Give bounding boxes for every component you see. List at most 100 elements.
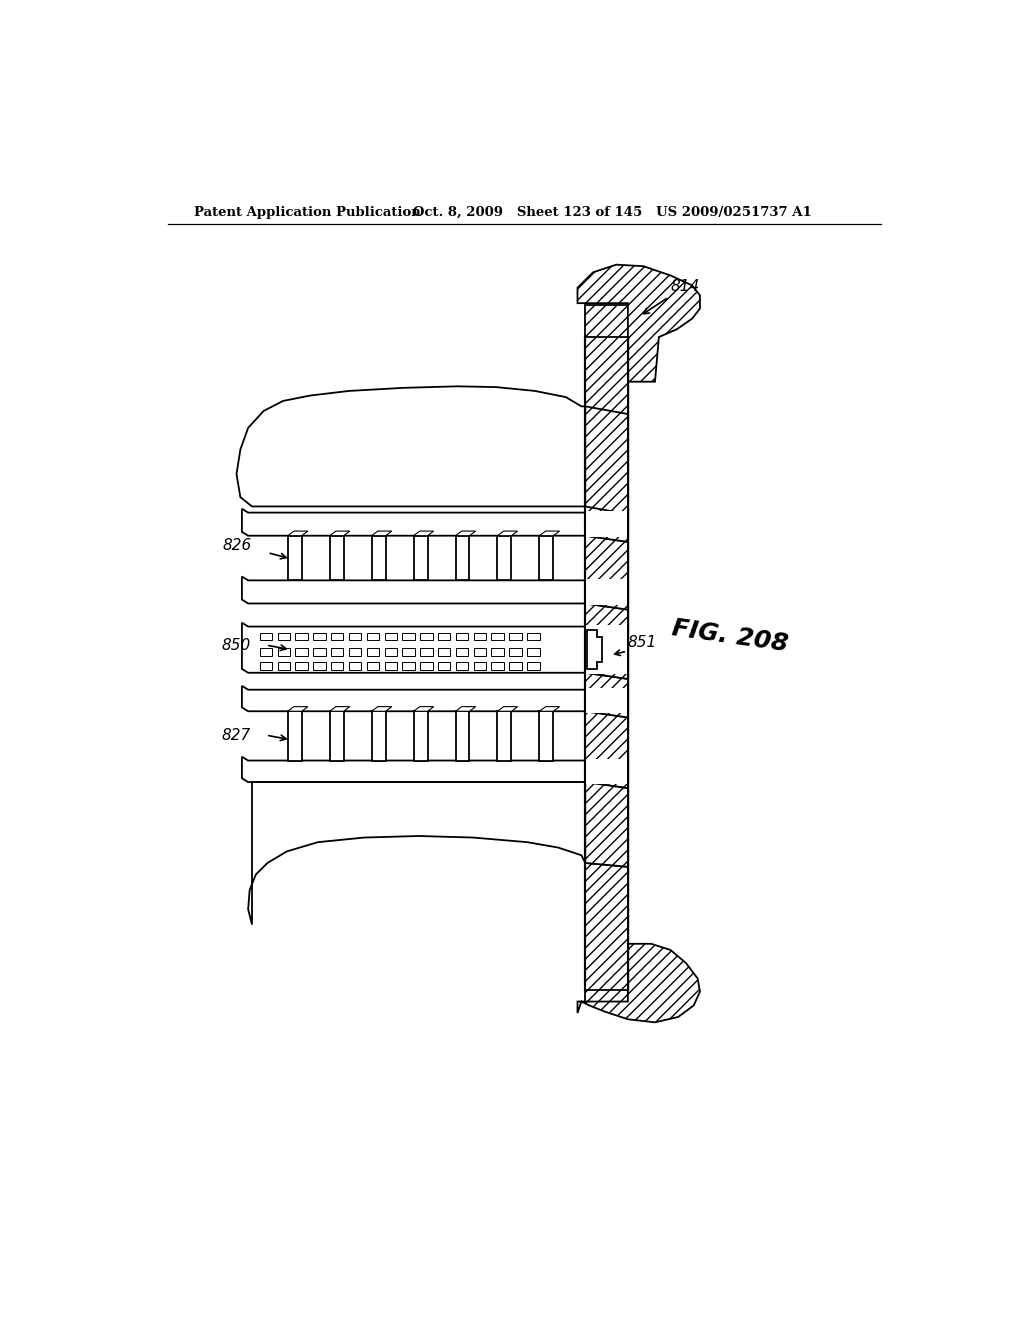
Bar [509, 663, 521, 669]
Polygon shape [372, 531, 392, 536]
Polygon shape [586, 781, 628, 867]
Polygon shape [414, 706, 434, 711]
Text: FIG. 208: FIG. 208 [671, 616, 790, 656]
Bar [438, 632, 451, 640]
Polygon shape [288, 531, 308, 536]
Polygon shape [288, 711, 302, 760]
Polygon shape [498, 536, 511, 581]
Polygon shape [586, 627, 628, 678]
Polygon shape [414, 536, 428, 581]
Bar [331, 663, 343, 669]
Bar [456, 663, 468, 669]
Bar [527, 648, 540, 656]
Polygon shape [456, 711, 469, 760]
Bar [474, 663, 486, 669]
Bar [260, 663, 272, 669]
Bar [474, 648, 486, 656]
Bar [367, 663, 379, 669]
Bar [402, 663, 415, 669]
Polygon shape [330, 711, 344, 760]
Bar [474, 632, 486, 640]
Polygon shape [372, 711, 386, 760]
Bar [586, 759, 628, 784]
Bar [586, 578, 628, 605]
Bar [385, 632, 397, 640]
Bar [260, 648, 272, 656]
Polygon shape [540, 536, 553, 581]
Bar [527, 663, 540, 669]
Bar [586, 511, 628, 537]
Bar [402, 632, 415, 640]
Polygon shape [586, 581, 628, 610]
Polygon shape [288, 706, 308, 711]
Polygon shape [242, 756, 628, 788]
Polygon shape [498, 706, 517, 711]
Polygon shape [586, 407, 628, 515]
Bar [313, 632, 326, 640]
Bar [295, 632, 308, 640]
Polygon shape [586, 337, 628, 990]
Polygon shape [587, 631, 602, 669]
Bar [420, 648, 432, 656]
Bar [331, 648, 343, 656]
Bar [492, 648, 504, 656]
Polygon shape [540, 531, 559, 536]
Text: 850: 850 [221, 638, 251, 652]
Bar [295, 663, 308, 669]
Polygon shape [372, 536, 386, 581]
Bar [313, 663, 326, 669]
Bar [278, 648, 290, 656]
Polygon shape [248, 781, 628, 924]
Polygon shape [242, 508, 628, 543]
Text: 827: 827 [221, 727, 251, 743]
Bar [349, 663, 361, 669]
Polygon shape [242, 623, 628, 678]
Bar [278, 663, 290, 669]
Polygon shape [578, 264, 700, 381]
Bar [586, 688, 628, 713]
Polygon shape [498, 711, 511, 760]
Bar [456, 632, 468, 640]
Text: 851: 851 [628, 635, 657, 651]
Bar [420, 663, 432, 669]
Polygon shape [414, 711, 428, 760]
Bar [509, 632, 521, 640]
Bar [402, 648, 415, 656]
Polygon shape [288, 536, 302, 581]
Polygon shape [456, 536, 469, 581]
Bar [492, 663, 504, 669]
Bar [367, 648, 379, 656]
Bar [509, 648, 521, 656]
Polygon shape [578, 944, 700, 1022]
Polygon shape [498, 531, 517, 536]
Bar [438, 663, 451, 669]
Polygon shape [330, 531, 350, 536]
Polygon shape [586, 760, 628, 788]
Text: Oct. 8, 2009   Sheet 123 of 145   US 2009/0251737 A1: Oct. 8, 2009 Sheet 123 of 145 US 2009/02… [414, 206, 812, 219]
Polygon shape [586, 689, 628, 718]
Bar [385, 663, 397, 669]
Bar [456, 648, 468, 656]
Polygon shape [586, 512, 628, 543]
Bar [527, 632, 540, 640]
Bar [367, 632, 379, 640]
Bar [331, 632, 343, 640]
Bar [349, 648, 361, 656]
Polygon shape [242, 686, 628, 718]
Polygon shape [242, 577, 628, 610]
Text: Patent Application Publication: Patent Application Publication [194, 206, 421, 219]
Bar [295, 648, 308, 656]
Polygon shape [456, 531, 476, 536]
Bar [438, 648, 451, 656]
Bar [385, 648, 397, 656]
Polygon shape [330, 706, 350, 711]
Polygon shape [237, 387, 586, 507]
Polygon shape [330, 536, 344, 581]
Polygon shape [372, 706, 392, 711]
Bar [492, 632, 504, 640]
Bar [260, 632, 272, 640]
Bar [278, 632, 290, 640]
Polygon shape [540, 711, 553, 760]
Polygon shape [414, 531, 434, 536]
Bar [420, 632, 432, 640]
